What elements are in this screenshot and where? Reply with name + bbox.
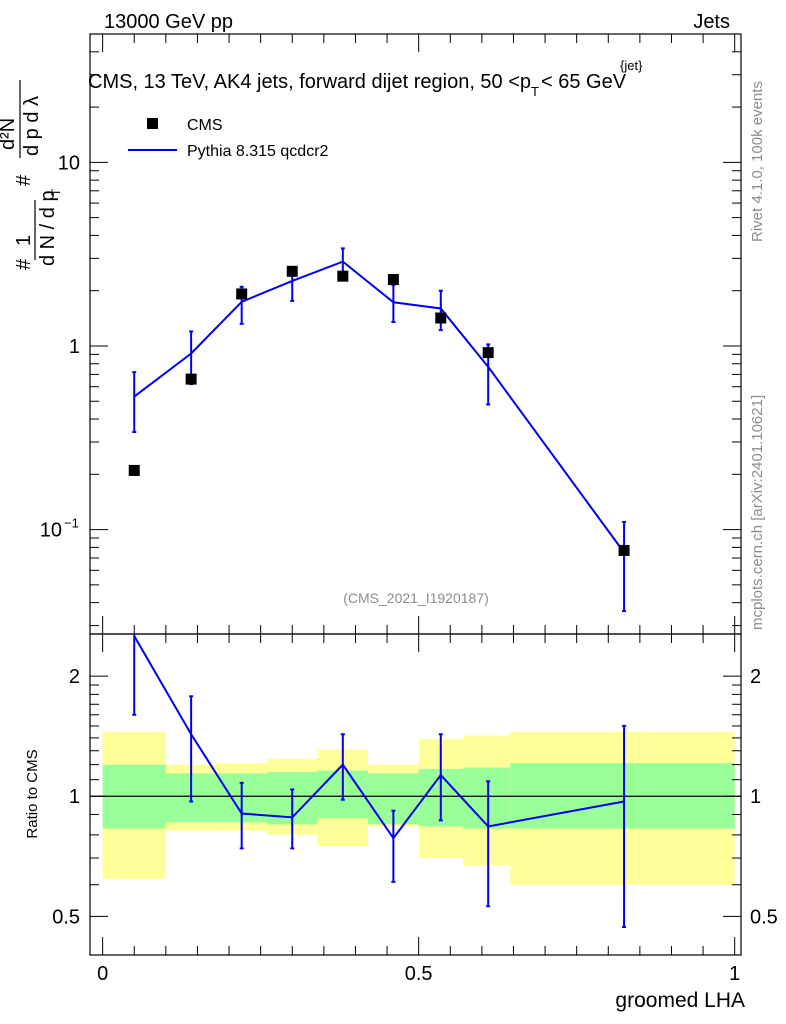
- main-y-tick-label: 10: [40, 520, 62, 542]
- ratio-y-tick-label-right: 1: [750, 786, 761, 808]
- ratio-y-tick-label: 2: [69, 666, 80, 688]
- legend-cms-label: CMS: [187, 117, 223, 134]
- main-title-text: CMS, 13 TeV, AK4 jets, forward dijet reg…: [88, 71, 531, 93]
- rivet-label: Rivet 4.1.0, 100k events: [749, 81, 766, 242]
- main-y-tick-label: 10: [58, 152, 80, 174]
- ylabel-dpt-dlambda: d p d λ: [21, 96, 43, 156]
- cms-data-point: [618, 544, 630, 556]
- cms-data-point: [128, 464, 140, 476]
- ylabel-d2n: d²N: [0, 118, 19, 150]
- ylabel-hash-1: #: [13, 258, 35, 270]
- cms-data-point: [482, 347, 494, 359]
- x-axis-label: groomed LHA: [615, 989, 745, 1012]
- analysis-watermark: (CMS_2021_I1920187): [343, 590, 489, 606]
- ratio-stat-band: [462, 767, 511, 829]
- cms-data-point: [435, 312, 447, 324]
- ylabel-hash-2: #: [13, 174, 35, 186]
- x-tick-label: 0: [97, 963, 108, 985]
- main-y-tick-exponent: −1: [64, 516, 79, 531]
- main-title-sub: T: [531, 84, 539, 99]
- ratio-y-tick-label: 1: [69, 786, 80, 808]
- ratio-plot: 0 0.5 1 0.5 0.5 1 1 2 2: [52, 633, 778, 985]
- cms-data-point: [387, 274, 399, 286]
- x-tick-label: 1: [729, 963, 740, 985]
- legend: CMS Pythia 8.315 qcdcr2: [128, 117, 329, 160]
- ylabel-dn-dpt: d N / d p: [37, 190, 59, 266]
- mcplots-label: mcplots.cern.ch [arXiv:2401.10621]: [749, 395, 766, 630]
- legend-pythia-label: Pythia 8.315 qcdcr2: [187, 143, 329, 160]
- main-y-tick-label: 1: [69, 336, 80, 358]
- header-left-label: 13000 GeV pp: [104, 11, 233, 33]
- main-title-tail: < 65 GeV: [541, 71, 627, 93]
- main-title: CMS, 13 TeV, AK4 jets, forward dijet reg…: [88, 71, 627, 99]
- header-right-label: Jets: [693, 11, 730, 33]
- ratio-y-tick-label: 0.5: [52, 906, 80, 928]
- cms-data-point: [337, 270, 349, 282]
- pythia-line: [133, 260, 625, 554]
- ratio-y-tick-label-right: 0.5: [750, 906, 778, 928]
- ratio-y-tick-label-right: 2: [750, 666, 761, 688]
- svg-text:T: T: [49, 188, 63, 196]
- ratio-frame: [89, 633, 742, 956]
- x-tick-label: 0.5: [405, 963, 433, 985]
- ylabel-one: 1: [13, 235, 35, 246]
- legend-cms-marker: [147, 118, 158, 129]
- cms-data-point: [185, 373, 197, 385]
- main-ylabel: # 1 d N / d p T # d²N d p d λ: [0, 80, 63, 270]
- main-title-sup: {jet}: [620, 58, 643, 73]
- ratio-ylabel: Ratio to CMS: [24, 749, 41, 838]
- cms-data-point: [286, 265, 298, 277]
- cms-data-point: [236, 288, 248, 300]
